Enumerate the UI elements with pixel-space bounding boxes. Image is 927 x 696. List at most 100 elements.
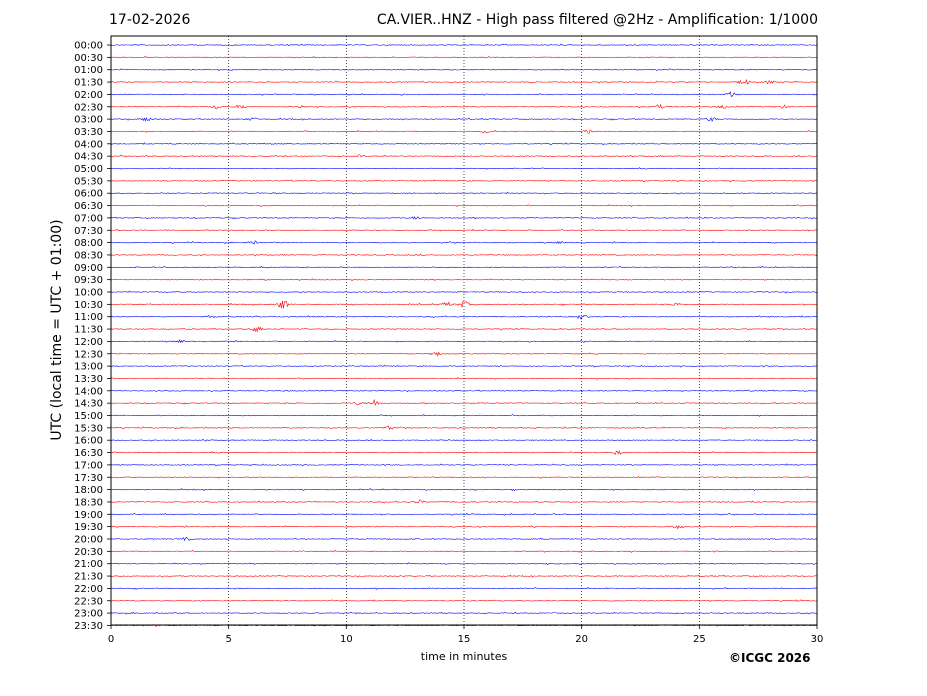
trace-row-0030 — [110, 55, 818, 59]
trace-row-1230 — [110, 351, 818, 357]
trace-row-1400 — [110, 389, 818, 393]
trace-row-0530 — [110, 179, 818, 183]
trace-row-0130 — [110, 79, 818, 85]
y-tick-label: 17:30 — [74, 473, 103, 484]
trace-row-1030 — [110, 300, 818, 309]
chart-title: CA.VIER..HNZ - High pass filtered @2Hz -… — [376, 12, 818, 28]
x-tick-label: 15 — [458, 634, 471, 645]
trace-row-0200 — [110, 91, 818, 97]
trace-row-2130 — [110, 574, 817, 578]
y-tick-label: 15:30 — [74, 423, 103, 434]
y-tick-label: 20:30 — [74, 547, 103, 558]
x-tick-label: 25 — [693, 634, 706, 645]
y-tick-label: 23:30 — [74, 621, 103, 632]
trace-row-0230 — [110, 103, 818, 110]
y-tick-label: 22:00 — [74, 584, 103, 595]
y-tick-label: 16:30 — [74, 448, 103, 459]
x-tick-label: 30 — [811, 634, 824, 645]
y-tick-label: 14:00 — [74, 386, 103, 397]
x-tick-label: 10 — [340, 634, 353, 645]
trace-row-0500 — [110, 167, 817, 170]
y-tick-label: 00:00 — [74, 41, 103, 52]
y-tick-label: 04:30 — [74, 152, 103, 163]
y-tick-label: 07:00 — [74, 213, 103, 224]
y-tick-label: 21:00 — [74, 559, 103, 570]
y-tick-label: 12:30 — [74, 349, 103, 360]
trace-row-1800 — [110, 488, 818, 492]
y-tick-label: 21:30 — [74, 572, 103, 583]
trace-row-0100 — [110, 68, 818, 72]
trace-row-1530 — [111, 425, 818, 431]
y-tick-label: 10:00 — [74, 288, 103, 299]
trace-row-2030 — [110, 549, 818, 553]
x-tick-label: 5 — [225, 634, 231, 645]
trace-row-2200 — [110, 587, 818, 590]
y-tick-label: 22:30 — [74, 596, 103, 607]
y-tick-label: 01:30 — [74, 78, 103, 89]
y-tick-label: 04:00 — [74, 139, 103, 150]
trace-row-0330 — [110, 129, 818, 134]
trace-row-1730 — [110, 475, 818, 479]
y-tick-label: 13:30 — [74, 374, 103, 385]
trace-row-1700 — [110, 463, 818, 467]
copyright-label: ©ICGC 2026 — [729, 651, 811, 665]
trace-row-1130 — [110, 326, 818, 333]
y-tick-label: 05:30 — [74, 176, 103, 187]
y-tick-label: 18:30 — [74, 497, 103, 508]
trace-row-0830 — [110, 253, 818, 257]
y-tick-label: 07:30 — [74, 226, 103, 237]
trace-row-0730 — [110, 228, 818, 232]
y-tick-label: 11:30 — [74, 325, 103, 336]
y-tick-label: 16:00 — [74, 436, 103, 447]
trace-row-0930 — [110, 278, 818, 282]
trace-row-1930 — [110, 525, 818, 530]
trace-row-1630 — [110, 450, 818, 455]
y-tick-label: 08:30 — [74, 250, 103, 261]
trace-row-0000 — [110, 43, 818, 47]
trace-row-1600 — [110, 438, 818, 442]
trace-row-0430 — [110, 154, 818, 158]
trace-row-1500 — [110, 414, 818, 417]
y-tick-label: 09:00 — [74, 263, 103, 274]
trace-row-1000 — [110, 290, 818, 294]
trace-row-1300 — [110, 364, 818, 368]
trace-row-0400 — [110, 142, 818, 146]
trace-row-1900 — [110, 512, 818, 516]
trace-row-2100 — [110, 562, 818, 566]
trace-row-1430 — [110, 398, 818, 406]
y-tick-label: 02:00 — [74, 90, 103, 101]
y-tick-label: 19:30 — [74, 522, 103, 533]
trace-row-0900 — [110, 265, 818, 269]
y-tick-label: 02:30 — [74, 102, 103, 113]
y-tick-label: 18:00 — [74, 485, 103, 496]
trace-row-0300 — [110, 117, 818, 123]
y-tick-label: 10:30 — [74, 300, 103, 311]
trace-row-1100 — [110, 314, 818, 321]
trace-row-2230 — [110, 599, 818, 603]
y-tick-label: 11:00 — [74, 312, 103, 323]
y-tick-label: 20:00 — [74, 535, 103, 546]
y-tick-label: 17:00 — [74, 460, 103, 471]
x-axis-label: time in minutes — [420, 650, 508, 663]
y-tick-label: 05:00 — [74, 164, 103, 175]
trace-row-0700 — [110, 215, 818, 220]
y-tick-label: 06:30 — [74, 201, 103, 212]
trace-row-0630 — [110, 204, 818, 208]
y-tick-label: 01:00 — [74, 65, 103, 76]
y-tick-label: 09:30 — [74, 275, 103, 286]
y-tick-label: 06:00 — [74, 189, 103, 200]
y-tick-label: 14:30 — [74, 399, 103, 410]
x-tick-label: 20 — [575, 634, 588, 645]
y-tick-label: 03:00 — [74, 115, 103, 126]
y-tick-label: 00:30 — [74, 53, 103, 64]
trace-row-2000 — [110, 537, 818, 542]
y-axis-label: UTC (local time = UTC + 01:00) — [49, 219, 65, 441]
trace-row-2300 — [110, 611, 818, 615]
trace-row-1200 — [110, 339, 818, 344]
y-tick-label: 12:00 — [74, 337, 103, 348]
trace-row-1330 — [110, 376, 818, 380]
y-tick-label: 03:30 — [74, 127, 103, 138]
y-tick-label: 19:00 — [74, 510, 103, 521]
trace-row-0600 — [110, 191, 818, 195]
